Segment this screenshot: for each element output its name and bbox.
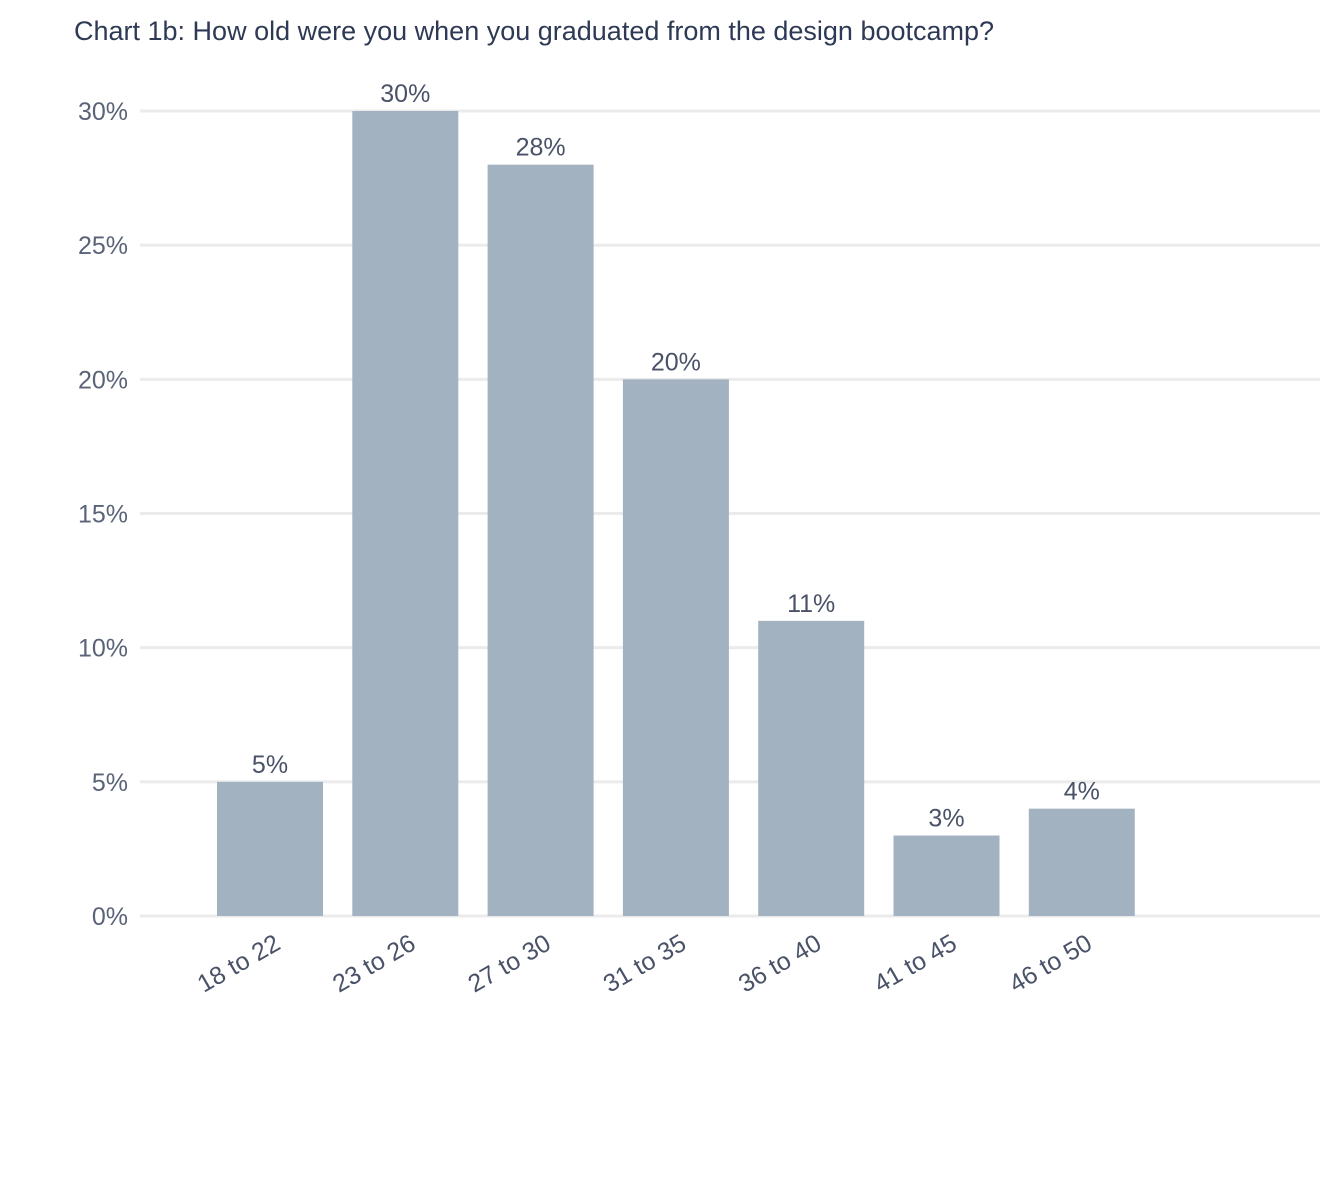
y-tick-label: 20% <box>78 366 128 394</box>
bar <box>622 379 729 916</box>
x-tick-label: 18 to 22 <box>193 929 285 998</box>
bar-value-label: 3% <box>928 805 964 833</box>
bar-value-label: 28% <box>516 134 566 162</box>
x-tick-label: 23 to 26 <box>328 929 420 998</box>
y-tick-label: 25% <box>78 232 128 260</box>
gridlines <box>140 109 1320 918</box>
chart-title: Chart 1b: How old were you when you grad… <box>74 16 995 46</box>
x-tick-label: 36 to 40 <box>734 929 826 998</box>
y-tick-label: 5% <box>92 769 128 797</box>
bar-value-label: 5% <box>252 751 288 779</box>
bar-value-labels: 5% 30% 28% 20% 11% 3% 4% <box>252 80 1100 833</box>
bar <box>487 164 594 916</box>
y-tick-label: 0% <box>92 903 128 931</box>
x-tick-label: 41 to 45 <box>869 929 961 998</box>
bars <box>217 111 1135 916</box>
bar-value-label: 11% <box>787 590 835 618</box>
bar <box>217 781 323 916</box>
x-tick-label: 31 to 35 <box>599 929 691 998</box>
x-tick-label: 27 to 30 <box>463 929 555 998</box>
x-tick-label: 46 to 50 <box>1005 929 1097 998</box>
bar <box>893 835 1000 916</box>
bar <box>1028 808 1135 916</box>
bar <box>352 111 459 916</box>
y-tick-label: 15% <box>78 501 128 529</box>
y-tick-label: 10% <box>78 635 128 663</box>
y-axis-ticks: 0% 5% 10% 15% 20% 25% 30% <box>78 98 128 931</box>
bar <box>758 620 865 916</box>
y-tick-label: 30% <box>78 98 128 126</box>
bar-value-label: 4% <box>1064 778 1100 806</box>
bar-value-label: 20% <box>651 348 701 376</box>
bar-value-label: 30% <box>380 80 430 108</box>
x-axis-ticks: 18 to 22 23 to 26 27 to 30 31 to 35 36 to 40… <box>193 929 1097 998</box>
